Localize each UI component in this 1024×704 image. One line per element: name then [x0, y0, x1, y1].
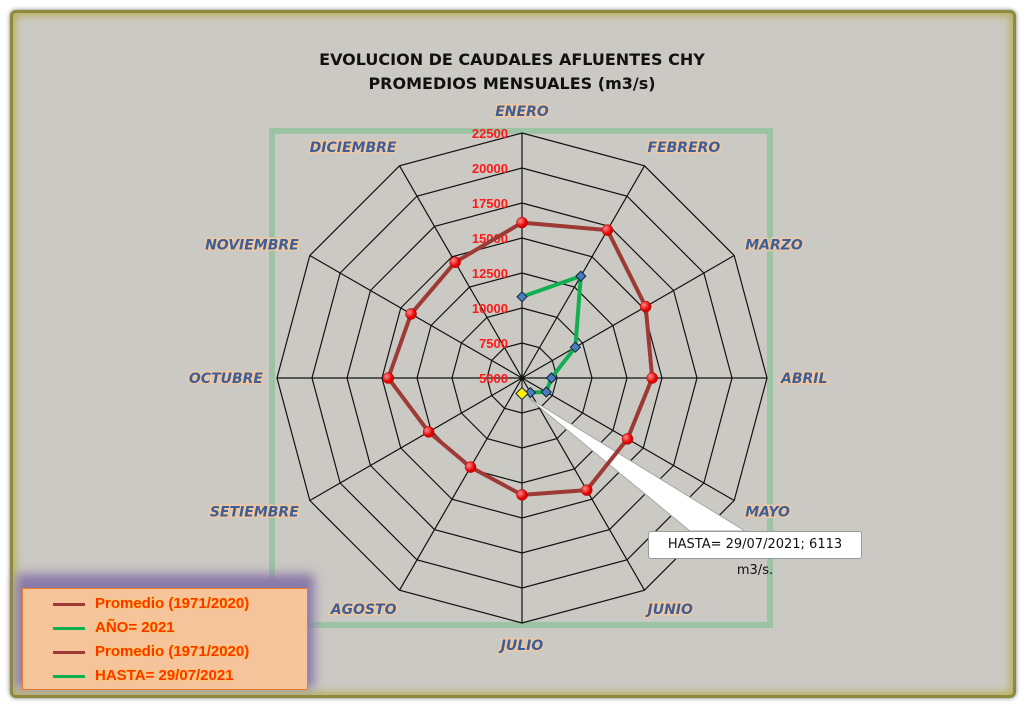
grid-spoke: [398, 377, 523, 591]
legend-swatch: [53, 675, 85, 678]
center-point: [519, 375, 525, 381]
grid-spoke: [521, 165, 646, 379]
category-label: AGOSTO: [330, 602, 397, 618]
legend: Promedio (1971/2020) AÑO= 2021 Promedio …: [22, 588, 308, 690]
data-point-2021: [516, 291, 528, 303]
tick-label: 5000: [479, 371, 508, 386]
plot-area-border: [269, 128, 773, 628]
category-label: MARZO: [745, 238, 803, 254]
data-point-promedio: [516, 216, 528, 229]
data-point-2021: [540, 386, 552, 398]
category-label: ENERO: [495, 104, 549, 120]
data-point-promedio: [621, 433, 634, 445]
data-point-2021: [545, 372, 558, 384]
grid-spoke: [521, 377, 646, 591]
category-label: JUNIO: [645, 602, 694, 618]
data-point-2021: [524, 386, 537, 399]
data-point-promedio: [581, 484, 593, 496]
data-point-promedio: [422, 426, 435, 438]
data-point-promedio: [382, 372, 395, 384]
tick-label: 17500: [472, 196, 508, 211]
chart-title: EVOLUCION DE CAUDALES AFLUENTES CHY PROM…: [0, 48, 1024, 96]
tick-label: 20000: [472, 161, 508, 176]
grid-spoke: [398, 165, 523, 379]
data-point-promedio: [516, 489, 528, 501]
data-point-promedio: [646, 372, 658, 384]
legend-swatch: [53, 651, 85, 654]
category-label: JULIO: [498, 638, 544, 654]
category-label: MAYO: [745, 505, 790, 521]
legend-swatch: [53, 603, 85, 606]
category-label: DICIEMBRE: [310, 140, 397, 156]
grid-spoke: [521, 254, 735, 379]
title-line-2: PROMEDIOS MENSUALES (m3/s): [368, 74, 656, 93]
tick-label: 12500: [472, 266, 508, 281]
category-label: FEBRERO: [648, 140, 721, 156]
data-point-promedio: [464, 461, 477, 473]
legend-item-promedio-1: Promedio (1971/2020): [53, 593, 249, 615]
data-point-2021: [575, 270, 587, 282]
legend-item-promedio-2: Promedio (1971/2020): [53, 641, 249, 663]
tick-label: 7500: [479, 336, 508, 351]
tick-label: 22500: [472, 126, 508, 141]
category-label: ABRIL: [780, 371, 827, 387]
legend-swatch: [53, 627, 85, 630]
data-point-promedio: [601, 224, 614, 236]
category-label: SETIEMBRE: [210, 505, 299, 521]
data-callout: HASTA= 29/07/2021; 6113 m3/s.: [648, 531, 862, 578]
title-line-1: EVOLUCION DE CAUDALES AFLUENTES CHY: [319, 50, 705, 69]
data-point-promedio: [405, 308, 417, 320]
category-label: NOVIEMBRE: [205, 238, 299, 254]
grid-spoke: [309, 377, 523, 502]
data-point-latest: [515, 386, 529, 401]
chart-frame: [10, 10, 1016, 698]
data-point-promedio: [449, 256, 461, 268]
legend-item-hasta: HASTA= 29/07/2021: [53, 665, 234, 687]
category-label: OCTUBRE: [189, 371, 264, 387]
legend-item-ano-2021: AÑO= 2021: [53, 617, 175, 639]
data-point-2021: [569, 341, 582, 353]
tick-label: 10000: [472, 301, 508, 316]
data-point-promedio: [639, 300, 652, 313]
